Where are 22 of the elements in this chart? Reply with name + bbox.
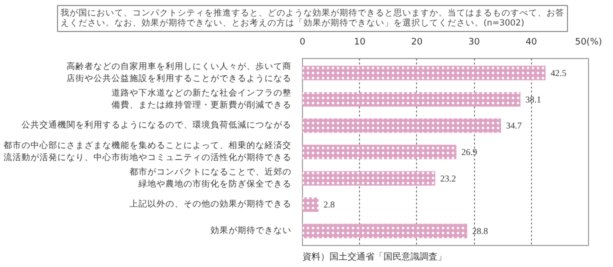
chart-title: 我が国において、コンパクトシティを推進すると、どのような効果が期待できると思いますか。当てはまるものすべて、お答えください。なお、効果が期待できない、とお考えの方は「効果が期待できない」を選択してください。(n=3002) [60, 8, 564, 28]
x-tick-label: 40 [526, 38, 538, 48]
y-tick-label: 高齢者などの自家用車を利用しにくい人々が、歩いて商店街や公共公益施設を利用することができるようになる [66, 60, 292, 84]
data-label: 34.7 [506, 120, 522, 131]
x-tick-label: 20 [411, 38, 423, 48]
y-tick-label: 公共交通機関を利用するようになるので、環境負荷低減につながる [22, 120, 292, 131]
data-label: 26.9 [461, 147, 478, 157]
x-tick-label: 0 [300, 38, 306, 48]
y-tick-label: 上記以外の、その他の効果が期待できる [130, 198, 292, 210]
y-tick-label: 道路や下水道などの新たな社会インフラの整備費、または維持管理・更新費が削減できる [112, 87, 292, 110]
data-label: 38.1 [525, 94, 542, 104]
text: 資料）国土交通省「国民意識調査」 [302, 252, 446, 262]
x-tick-label: 50(%) [574, 38, 602, 48]
y-tick-label: 効果が期待できない [210, 225, 292, 236]
x-tick-label: 10 [354, 38, 366, 48]
data-label: 28.8 [472, 226, 488, 236]
data-label: 23.2 [440, 173, 456, 184]
data-label: 2.8 [324, 200, 336, 210]
data-label: 42.5 [550, 68, 567, 78]
y-tick-label: 都市がコンパクトになることで、近郊の緑地や農地の市街化を防ぎ保全できる [130, 166, 292, 190]
x-tick-label: 30 [468, 38, 480, 48]
y-tick-label: 都市の中心部にさまざまな機能を集めることによって、相乗的な経済交流活動が活発になり、中心市街地やコミュニティの活性化が期待できる [4, 140, 292, 163]
